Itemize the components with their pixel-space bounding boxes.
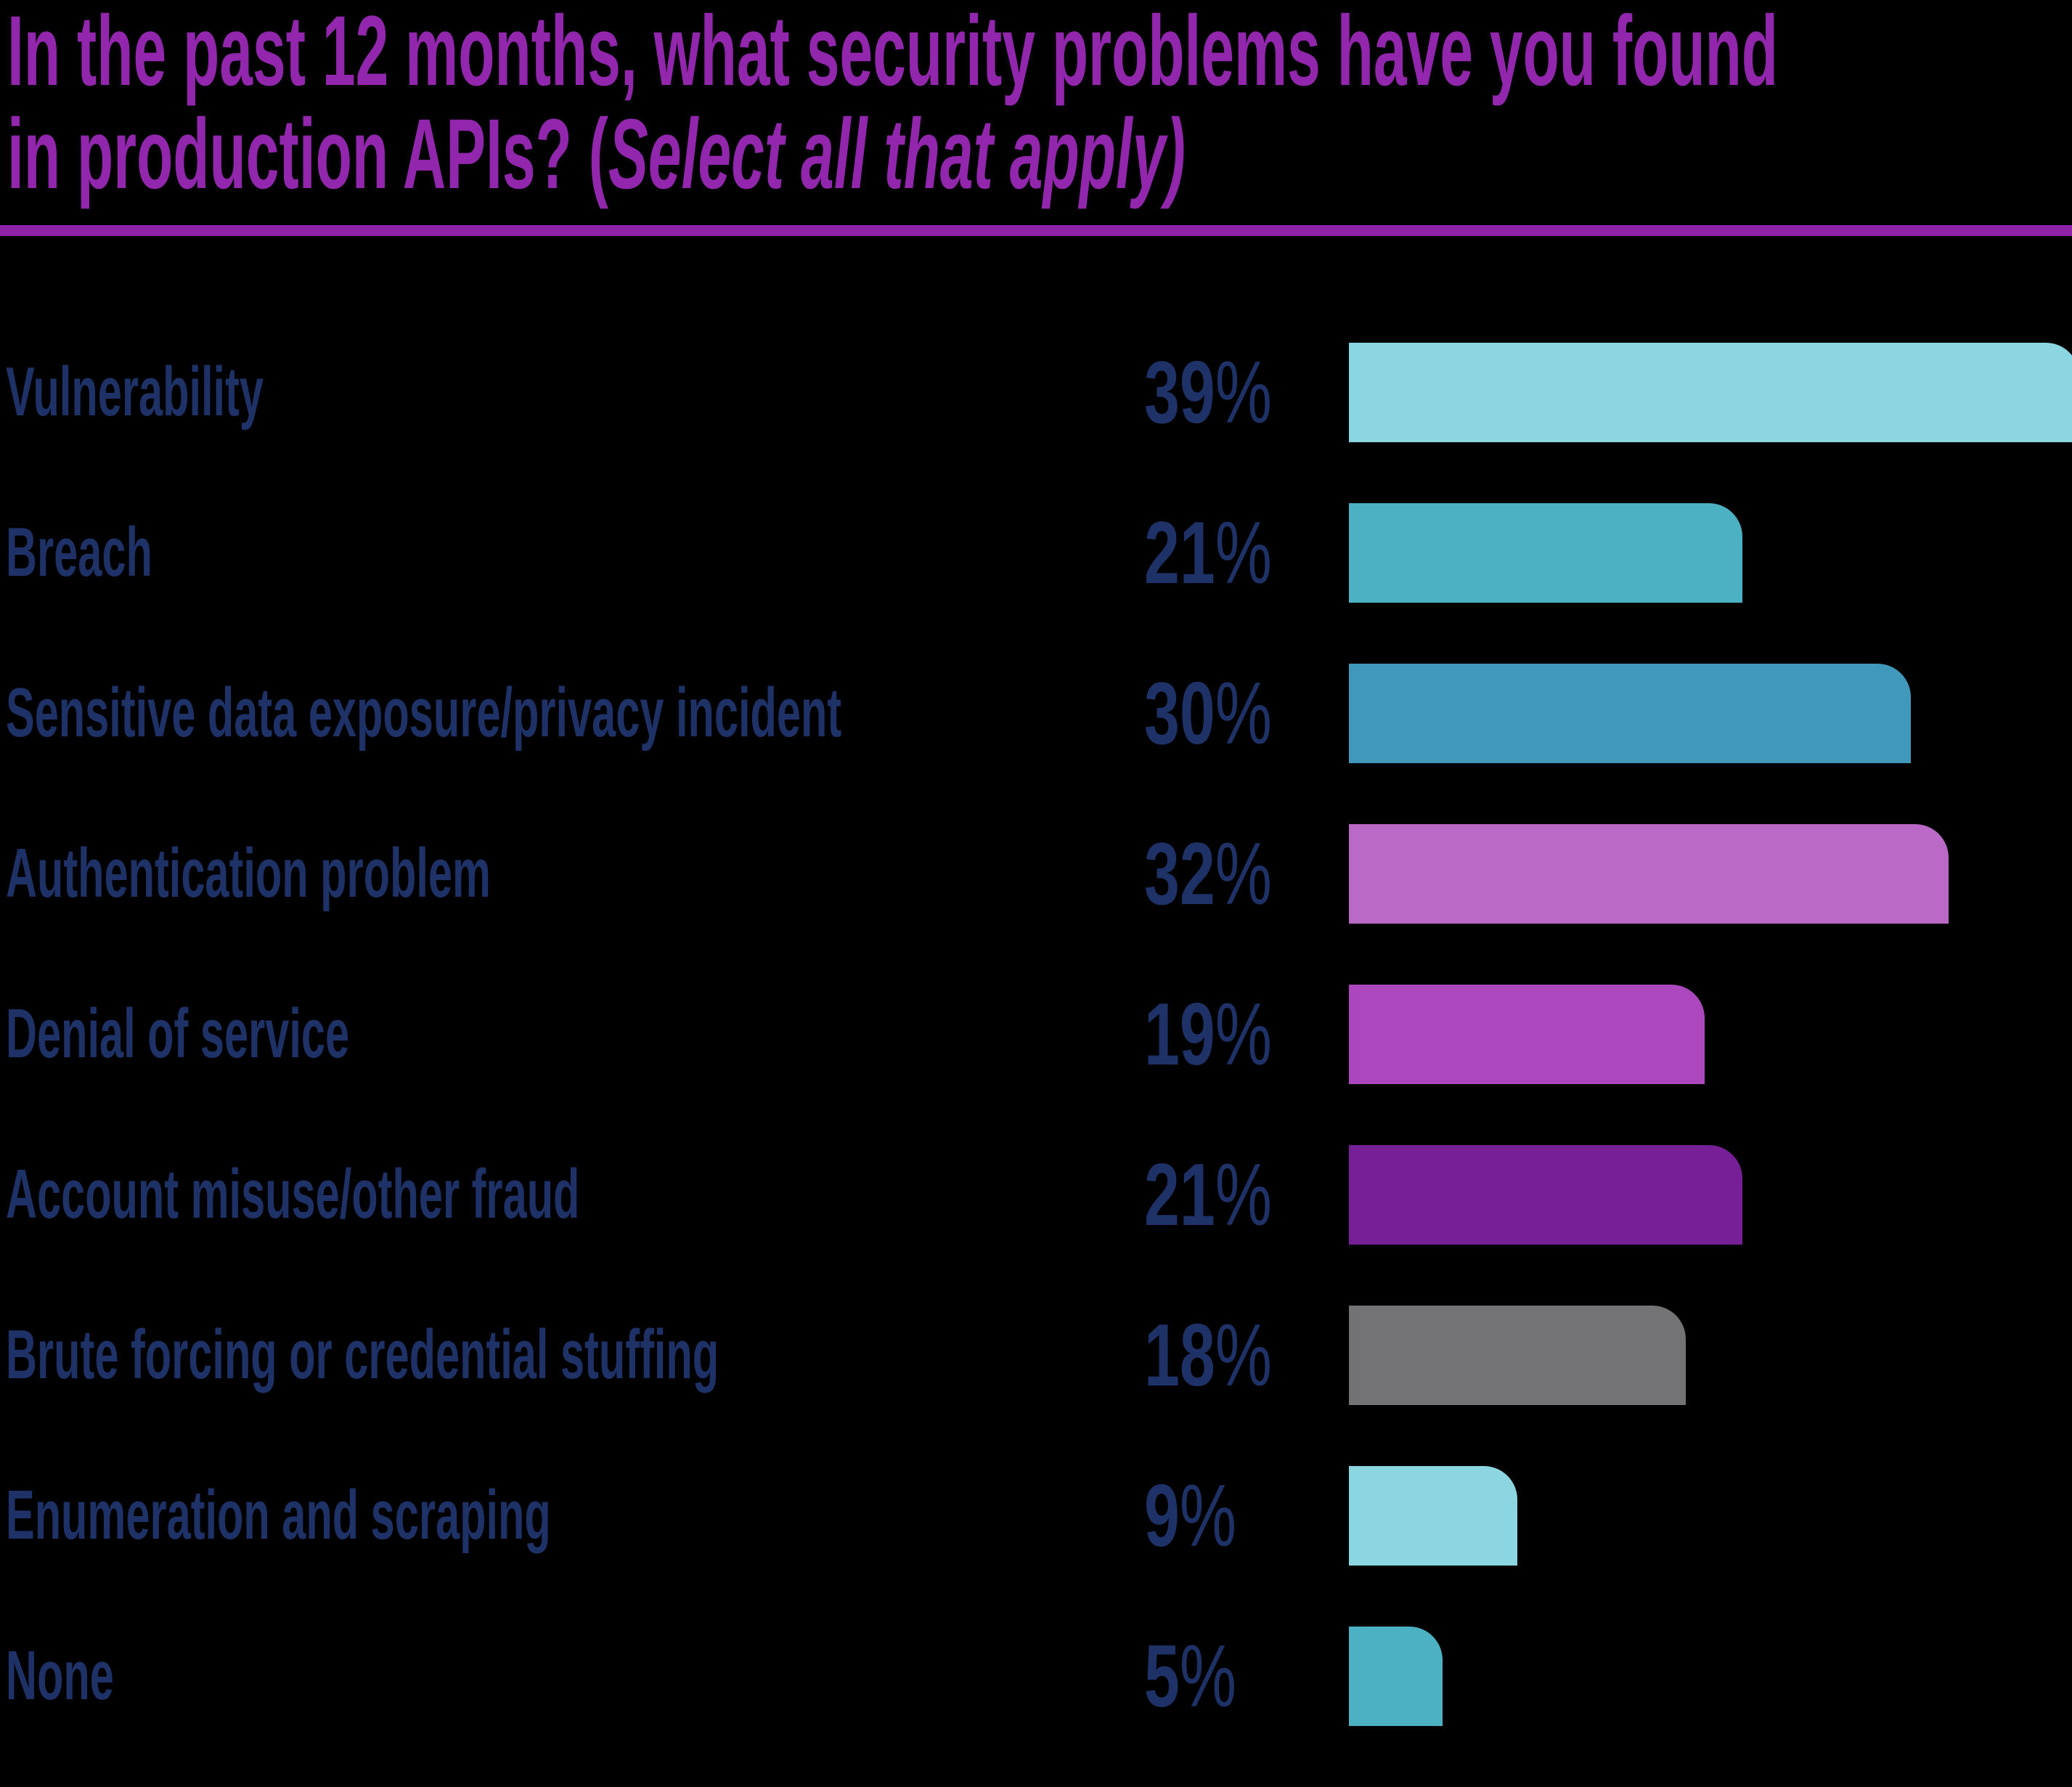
value-label: 30% — [1144, 662, 1272, 764]
title-divider-rule — [0, 225, 2072, 236]
bar-breach — [1349, 503, 1742, 603]
bar-sensitive-data-exposure — [1349, 664, 1911, 763]
percent-sign: % — [1215, 985, 1272, 1083]
category-label: Brute forcing or credential stuffing — [6, 1316, 719, 1393]
chart-row-none: None 5% — [0, 1627, 2072, 1787]
value-number: 18 — [1144, 1306, 1215, 1404]
value-label: 9% — [1144, 1465, 1236, 1566]
chart-row-sensitive-data-exposure: Sensitive data exposure/privacy incident… — [0, 664, 2072, 824]
value-label: 21% — [1144, 1144, 1272, 1245]
percent-sign: % — [1215, 1145, 1272, 1244]
value-number: 9 — [1144, 1466, 1180, 1565]
value-label: 18% — [1144, 1304, 1272, 1406]
percent-sign: % — [1215, 824, 1272, 923]
chart-title-line2-regular: in production APIs? ( — [7, 99, 609, 210]
bar-vulnerability — [1349, 343, 2072, 442]
bar-denial-of-service — [1349, 985, 1705, 1084]
percent-sign: % — [1215, 503, 1272, 602]
bar-authentication-problem — [1349, 824, 1949, 924]
chart-header: In the past 12 months, what security pro… — [7, 0, 2072, 206]
value-number: 5 — [1144, 1627, 1180, 1725]
chart-row-brute-forcing: Brute forcing or credential stuffing 18% — [0, 1306, 2072, 1466]
bar-chart: Vulnerability 39% Breach 21% Sensitive d… — [0, 343, 2072, 1787]
percent-sign: % — [1215, 343, 1272, 441]
value-number: 21 — [1144, 503, 1215, 602]
category-label: Authentication problem — [6, 834, 491, 912]
bar-enumeration-scraping — [1349, 1466, 1518, 1566]
bar-brute-forcing — [1349, 1306, 1686, 1405]
value-number: 19 — [1144, 985, 1215, 1083]
value-label: 19% — [1144, 983, 1272, 1085]
bar-account-misuse — [1349, 1145, 1742, 1245]
chart-title: In the past 12 months, what security pro… — [7, 0, 1778, 206]
chart-row-enumeration-scraping: Enumeration and scraping 9% — [0, 1466, 2072, 1627]
chart-title-line2-italic: Select all that apply) — [608, 99, 1186, 210]
category-label: Denial of service — [6, 995, 350, 1072]
chart-row-denial-of-service: Denial of service 19% — [0, 985, 2072, 1145]
value-label: 21% — [1144, 502, 1272, 603]
value-number: 32 — [1144, 824, 1215, 923]
value-label: 5% — [1144, 1625, 1236, 1727]
percent-sign: % — [1215, 1306, 1272, 1404]
percent-sign: % — [1179, 1627, 1236, 1725]
value-label: 32% — [1144, 823, 1272, 924]
chart-row-account-misuse: Account misuse/other fraud 21% — [0, 1145, 2072, 1306]
percent-sign: % — [1179, 1466, 1236, 1565]
category-label: Account misuse/other fraud — [6, 1155, 580, 1233]
category-label: None — [6, 1637, 114, 1714]
value-label: 39% — [1144, 341, 1272, 443]
bar-none — [1349, 1627, 1443, 1726]
chart-title-line2: in production APIs? (Select all that app… — [7, 103, 1778, 206]
percent-sign: % — [1215, 664, 1272, 762]
chart-row-vulnerability: Vulnerability 39% — [0, 343, 2072, 503]
chart-title-line1: In the past 12 months, what security pro… — [7, 0, 1779, 107]
chart-row-breach: Breach 21% — [0, 503, 2072, 664]
value-number: 39 — [1144, 343, 1215, 441]
value-number: 21 — [1144, 1145, 1215, 1244]
category-label: Breach — [6, 513, 152, 591]
category-label: Vulnerability — [6, 353, 264, 431]
chart-row-authentication-problem: Authentication problem 32% — [0, 824, 2072, 985]
category-label: Sensitive data exposure/privacy incident — [6, 674, 842, 752]
category-label: Enumeration and scraping — [6, 1476, 551, 1554]
value-number: 30 — [1144, 664, 1215, 762]
